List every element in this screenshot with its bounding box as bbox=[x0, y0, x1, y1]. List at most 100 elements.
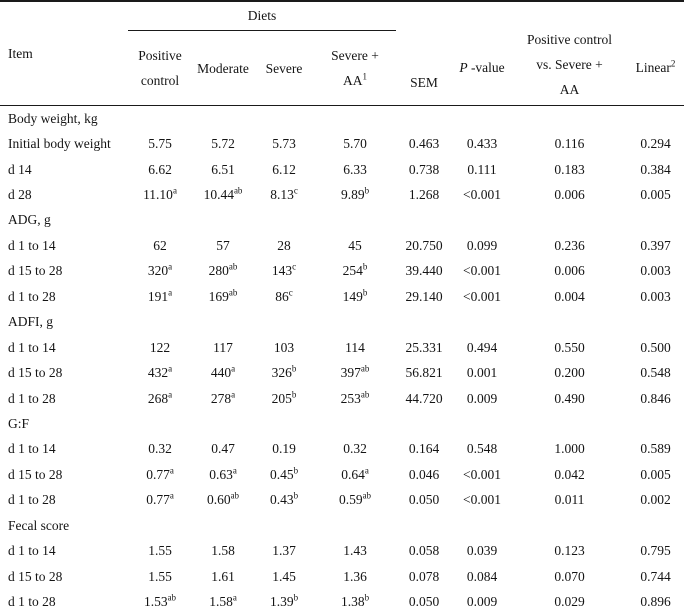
value-cell: <0.001 bbox=[463, 492, 501, 508]
value-cell: 0.005 bbox=[640, 466, 671, 482]
value-cell: 1.43 bbox=[343, 543, 367, 559]
row-label: d 1 to 28 bbox=[8, 288, 56, 304]
value-cell: 0.084 bbox=[466, 568, 498, 584]
section-row: G:F bbox=[0, 411, 684, 436]
value-cell: 0.002 bbox=[640, 492, 671, 508]
value-cell: 1.58a bbox=[209, 592, 237, 610]
value-cell: 0.59ab bbox=[338, 490, 372, 508]
value-cell: 0.589 bbox=[640, 441, 671, 457]
value-cell: 1.55 bbox=[148, 568, 172, 584]
value-cell: 0.64a bbox=[341, 465, 369, 482]
value-cell: 0.042 bbox=[554, 466, 585, 482]
value-cell: 1.268 bbox=[408, 187, 440, 203]
data-row: d 15 to 28 320a 280ab 143c 254b 39.440 <0.001 0… bbox=[0, 259, 684, 284]
p-value-rest: -value bbox=[467, 60, 505, 75]
value-cell: 0.795 bbox=[640, 543, 671, 559]
value-cell: 25.331 bbox=[405, 339, 443, 355]
value-cell: 10.44ab bbox=[203, 185, 243, 203]
value-cell: <0.001 bbox=[463, 466, 501, 482]
value-cell: 11.10a bbox=[143, 185, 177, 203]
value-cell: 0.111 bbox=[467, 161, 497, 177]
value-cell: 0.116 bbox=[554, 136, 585, 152]
section-label: ADG, g bbox=[8, 212, 51, 228]
value-cell: 1.38b bbox=[340, 592, 370, 610]
value-cell: 0.60ab bbox=[206, 490, 240, 508]
value-cell: 0.001 bbox=[466, 365, 498, 381]
col-header-item: Item bbox=[0, 1, 128, 106]
value-cell: 0.32 bbox=[343, 441, 367, 457]
data-row: d 15 to 28 432a 440a 326b 397ab 56.821 0.001 0.… bbox=[0, 360, 684, 385]
value-cell: 0.003 bbox=[640, 263, 671, 279]
value-cell: 280ab bbox=[208, 261, 238, 279]
col-header-linear: Linear2 bbox=[627, 1, 684, 106]
value-cell: 0.548 bbox=[640, 365, 671, 381]
value-cell: 0.32 bbox=[148, 441, 172, 457]
value-cell: 0.050 bbox=[408, 492, 440, 508]
value-cell: 0.099 bbox=[466, 237, 498, 253]
value-cell: 8.13c bbox=[270, 185, 298, 203]
value-cell: 0.490 bbox=[554, 390, 585, 406]
value-cell: 0.463 bbox=[408, 136, 440, 152]
value-cell: 0.550 bbox=[554, 339, 585, 355]
value-cell: <0.001 bbox=[463, 187, 501, 203]
value-cell: 0.77a bbox=[146, 490, 174, 508]
value-cell: 20.750 bbox=[405, 237, 443, 253]
value-cell: 0.123 bbox=[554, 543, 585, 559]
section-row: Fecal score bbox=[0, 513, 684, 538]
value-cell: 1.55 bbox=[148, 543, 172, 559]
section-row: ADG, g bbox=[0, 208, 684, 233]
data-row: d 1 to 14 122 117 103 114 25.331 0.494 0.550 0.5… bbox=[0, 335, 684, 360]
row-label: d 1 to 14 bbox=[8, 543, 56, 559]
value-cell: 0.078 bbox=[408, 568, 440, 584]
col-header-p-value: P -value bbox=[452, 1, 512, 106]
data-row: d 15 to 28 0.77a 0.63a 0.45b 0.64a 0.046 <0.00… bbox=[0, 462, 684, 487]
value-cell: 1.37 bbox=[272, 543, 296, 559]
value-cell: 1.58 bbox=[211, 543, 235, 559]
col-header-sem: SEM bbox=[396, 1, 452, 106]
value-cell: 0.039 bbox=[466, 543, 498, 559]
value-cell: 9.89b bbox=[340, 185, 370, 203]
value-cell: 6.62 bbox=[148, 161, 172, 177]
value-cell: 1.000 bbox=[554, 441, 585, 457]
value-cell: 103 bbox=[273, 339, 295, 355]
value-cell: 0.19 bbox=[272, 441, 296, 457]
value-cell: 86c bbox=[275, 287, 293, 304]
value-cell: 143c bbox=[271, 261, 297, 279]
p-value-italic: P bbox=[459, 60, 468, 75]
row-label: d 28 bbox=[8, 187, 32, 203]
value-cell: 253ab bbox=[340, 389, 370, 406]
data-row: d 15 to 28 1.55 1.61 1.45 1.36 0.078 0.084 0.07… bbox=[0, 564, 684, 589]
row-label: d 1 to 14 bbox=[8, 339, 56, 355]
data-row: Initial body weight 5.75 5.72 5.73 5.70 0.463… bbox=[0, 131, 684, 156]
value-cell: 0.011 bbox=[554, 492, 585, 508]
value-cell: 326b bbox=[271, 363, 297, 381]
value-cell: 1.39b bbox=[269, 592, 299, 610]
value-cell: 62 bbox=[153, 237, 167, 253]
value-cell: 117 bbox=[213, 339, 233, 355]
value-cell: 6.51 bbox=[211, 161, 235, 177]
value-cell: 0.433 bbox=[466, 136, 498, 152]
data-row: d 28 11.10a 10.44ab 8.13c 9.89b 1.268 <0.001 0.… bbox=[0, 182, 684, 207]
value-cell: 0.846 bbox=[640, 390, 671, 406]
value-cell: 0.003 bbox=[640, 288, 671, 304]
section-label: G:F bbox=[8, 415, 30, 431]
value-cell: 0.009 bbox=[466, 390, 498, 406]
value-cell: 278a bbox=[210, 389, 236, 406]
value-cell: 0.046 bbox=[408, 466, 440, 482]
value-cell: 205b bbox=[271, 389, 297, 406]
value-cell: 1.45 bbox=[272, 568, 296, 584]
value-cell: 1.53ab bbox=[143, 592, 177, 610]
value-cell: 0.005 bbox=[640, 187, 671, 203]
value-cell: 0.009 bbox=[466, 594, 498, 610]
data-row: d 1 to 14 62 57 28 45 20.750 0.099 0.236 0.397 bbox=[0, 233, 684, 258]
col-header-contrast: Positive control vs. Severe + AA bbox=[512, 1, 627, 106]
value-cell: 44.720 bbox=[405, 390, 443, 406]
value-cell: 29.140 bbox=[405, 288, 443, 304]
value-cell: 45 bbox=[348, 237, 362, 253]
value-cell: 5.73 bbox=[272, 136, 296, 152]
col-header-severe: Severe bbox=[254, 30, 314, 106]
col-header-moderate: Moderate bbox=[192, 30, 254, 106]
row-label: d 1 to 28 bbox=[8, 594, 56, 610]
row-label: d 14 bbox=[8, 161, 32, 177]
